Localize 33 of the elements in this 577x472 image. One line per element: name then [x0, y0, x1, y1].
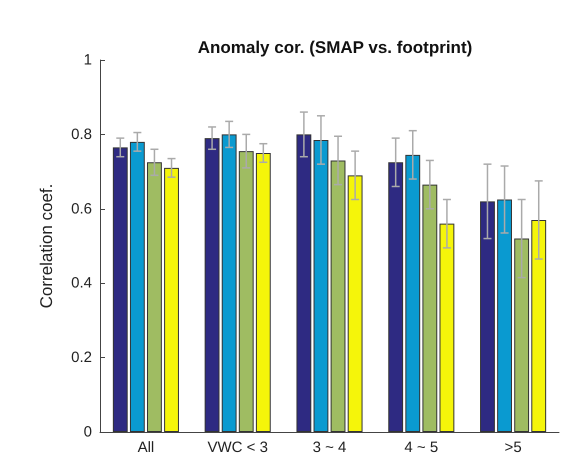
bar	[330, 160, 346, 432]
bar	[405, 154, 420, 432]
x-tick-label: 3 ~ 4	[312, 439, 346, 456]
bar	[204, 138, 220, 432]
y-tick-label: 0.6	[71, 200, 92, 218]
bar	[497, 200, 512, 432]
bar	[531, 220, 546, 432]
chart-title: Anomaly cor. (SMAP vs. footprint)	[198, 38, 472, 57]
bar	[130, 142, 145, 432]
y-tick-label: 0	[84, 424, 92, 440]
y-axis-title: Correlation coef.	[37, 184, 56, 308]
bar	[147, 162, 162, 432]
bar	[296, 134, 312, 432]
bar	[480, 201, 495, 432]
bar	[164, 168, 179, 432]
bar	[238, 151, 254, 432]
y-tick-label: 0.4	[71, 274, 92, 292]
bar	[112, 147, 128, 432]
bar	[348, 175, 363, 432]
bar	[314, 140, 328, 432]
bar	[439, 224, 454, 432]
bar	[514, 238, 530, 432]
y-tick-label: 0.8	[71, 126, 92, 143]
x-tick-label: >5	[504, 439, 522, 456]
y-tick-label: 1	[84, 52, 92, 68]
x-tick-label: 4 ~ 5	[404, 439, 438, 456]
bar	[256, 153, 271, 432]
y-tick-label: 0.2	[71, 349, 92, 366]
x-tick-label: VWC < 3	[207, 439, 268, 456]
bar	[388, 162, 404, 432]
x-tick-label: All	[138, 439, 154, 456]
bar	[222, 134, 237, 432]
bar	[422, 184, 438, 432]
